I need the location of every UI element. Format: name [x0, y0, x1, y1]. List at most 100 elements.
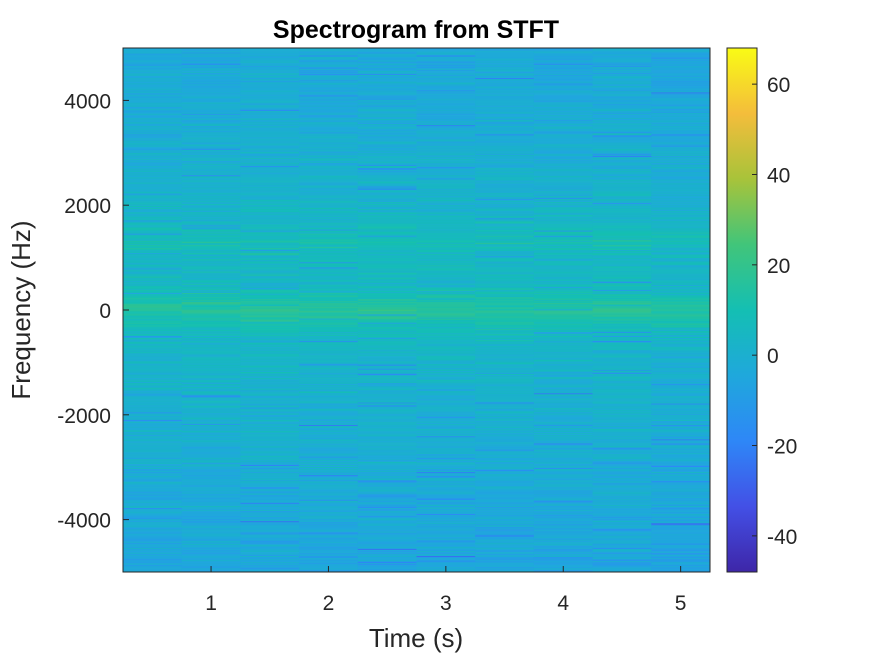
heatmap-cell [416, 251, 476, 254]
heatmap-cell [592, 545, 652, 547]
heatmap-cell [416, 286, 476, 288]
heatmap-cell [651, 300, 711, 303]
heatmap-cell [651, 284, 711, 286]
heatmap-cell [592, 521, 652, 524]
heatmap-cell [240, 191, 300, 193]
heatmap-cell [651, 371, 711, 373]
heatmap-cell [357, 558, 417, 561]
heatmap-cell [240, 48, 300, 50]
heatmap-cell [651, 507, 711, 509]
heatmap-cell [123, 485, 183, 487]
heatmap-cell [181, 557, 241, 560]
heatmap-cell [592, 201, 652, 203]
heatmap-cell [651, 553, 711, 555]
heatmap-cell [299, 51, 359, 53]
heatmap-cell [475, 64, 535, 66]
heatmap-cell [123, 301, 183, 304]
heatmap-cell [533, 181, 593, 183]
heatmap-cell [181, 156, 241, 158]
heatmap-cell [592, 544, 652, 546]
heatmap-cell [533, 403, 593, 405]
heatmap-cell [475, 267, 535, 269]
heatmap-cell [123, 244, 183, 246]
heatmap-cell [475, 433, 535, 436]
heatmap-cell [181, 406, 241, 408]
heatmap-cell [416, 66, 476, 68]
heatmap-cell [240, 99, 300, 101]
heatmap-cell [475, 56, 535, 58]
heatmap-cell [240, 541, 300, 543]
heatmap-cell [357, 80, 417, 83]
heatmap-cell [181, 407, 241, 409]
heatmap-cell [651, 252, 711, 255]
heatmap-cell [357, 465, 417, 467]
heatmap-cell [123, 240, 183, 242]
heatmap-cell [123, 122, 183, 125]
heatmap-cell [533, 350, 593, 353]
heatmap-cell [240, 160, 300, 162]
heatmap-cell [651, 455, 711, 457]
heatmap-cell [475, 354, 535, 356]
heatmap-cell [592, 80, 652, 83]
heatmap-cell [123, 481, 183, 484]
heatmap-cell [475, 413, 535, 415]
heatmap-cell [181, 281, 241, 283]
heatmap-cell [592, 132, 652, 135]
heatmap-cell [299, 175, 359, 178]
heatmap-cell [533, 515, 593, 518]
heatmap-cell [181, 51, 241, 53]
heatmap-cell [240, 542, 300, 544]
heatmap-cell [475, 416, 535, 418]
heatmap-cell [651, 305, 711, 308]
heatmap-cell [416, 534, 476, 536]
heatmap-cell [651, 415, 711, 417]
heatmap-cell [533, 60, 593, 62]
heatmap-cell [357, 177, 417, 180]
heatmap-cell [592, 328, 652, 330]
heatmap-cell [240, 431, 300, 434]
heatmap-cell [592, 81, 652, 84]
heatmap-cell [181, 199, 241, 201]
heatmap-cell [299, 241, 359, 243]
heatmap-cell [416, 77, 476, 80]
heatmap-cell [651, 352, 711, 355]
heatmap-cell [592, 436, 652, 439]
heatmap-cell [357, 393, 417, 396]
heatmap-cell [592, 367, 652, 369]
heatmap-cell [651, 184, 711, 186]
heatmap-cell [181, 500, 241, 502]
heatmap-cell [475, 122, 535, 125]
heatmap-cell [240, 471, 300, 474]
heatmap-cell [533, 554, 593, 557]
heatmap-cell [240, 529, 300, 531]
heatmap-cell [299, 84, 359, 87]
heatmap-cell [416, 330, 476, 332]
heatmap-cell [123, 337, 183, 340]
heatmap-cell [181, 249, 241, 252]
heatmap-cell [181, 524, 241, 527]
heatmap-cell [592, 295, 652, 298]
heatmap-cell [592, 195, 652, 197]
heatmap-cell [475, 191, 535, 193]
heatmap-cell [181, 475, 241, 478]
heatmap-cell [533, 193, 593, 195]
heatmap-cell [240, 321, 300, 323]
heatmap-cell [299, 419, 359, 421]
heatmap-cell [123, 430, 183, 433]
heatmap-cell [357, 79, 417, 82]
heatmap-cell [240, 355, 300, 357]
heatmap-cell [533, 223, 593, 225]
heatmap-cell [240, 267, 300, 269]
heatmap-cell [123, 563, 183, 566]
heatmap-cell [123, 189, 183, 191]
heatmap-cell [240, 376, 300, 378]
heatmap-cell [181, 256, 241, 259]
heatmap-cell [533, 168, 593, 171]
heatmap-cell [651, 189, 711, 191]
heatmap-cell [240, 219, 300, 222]
heatmap-cell [181, 263, 241, 266]
heatmap-cell [592, 374, 652, 376]
heatmap-cell [240, 81, 300, 84]
heatmap-cell [592, 233, 652, 235]
heatmap-cell [475, 303, 535, 306]
